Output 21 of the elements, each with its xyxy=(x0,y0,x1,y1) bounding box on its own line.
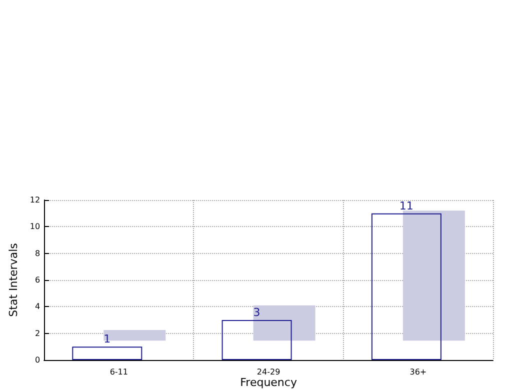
y-tick-label: 6 xyxy=(34,276,40,284)
x-tick-label: 6-11 xyxy=(110,368,128,376)
bar xyxy=(253,305,316,341)
y-tick-label: 0 xyxy=(34,356,40,364)
y-tick-label: 12 xyxy=(30,196,40,204)
data-label: 11 xyxy=(399,199,414,212)
bar xyxy=(222,320,292,360)
y-tick-label: 4 xyxy=(34,302,40,312)
bar xyxy=(104,330,166,341)
data-label: 3 xyxy=(253,306,260,319)
y-tick-label: 8 xyxy=(34,248,40,258)
bar xyxy=(402,210,465,341)
x-axis-title: Frequency xyxy=(240,376,298,389)
data-label: 1 xyxy=(104,332,111,346)
bar xyxy=(72,346,142,360)
x-tick-label: 24-29 xyxy=(256,368,280,376)
y-tick-label: 2 xyxy=(34,328,40,338)
x-tick-label: 36+ xyxy=(410,368,427,376)
y-axis-title: Stat Intervals xyxy=(7,242,20,317)
y-tick-label: 10 xyxy=(30,222,40,232)
bar xyxy=(371,213,442,360)
